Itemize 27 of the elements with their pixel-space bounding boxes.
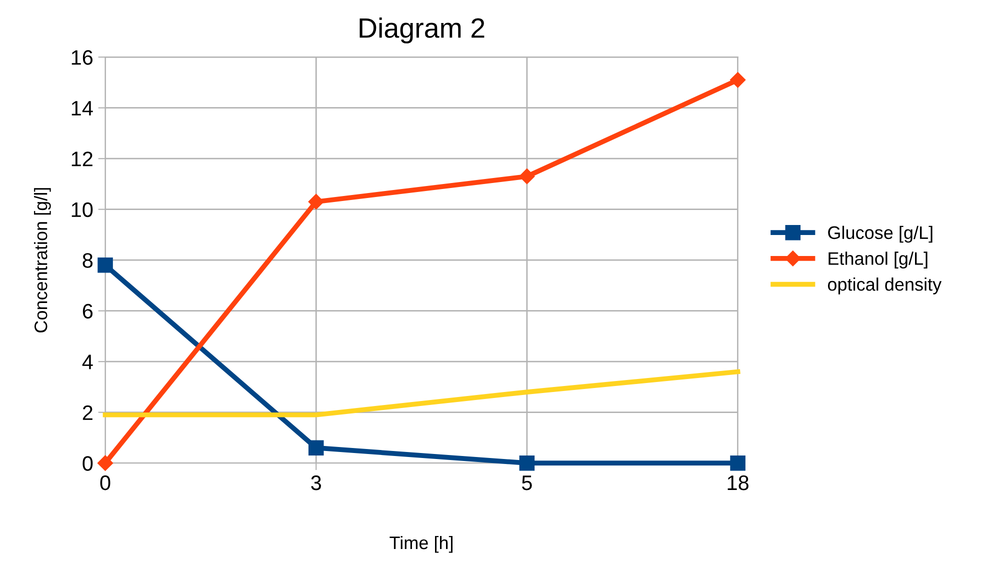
x-tick-label: 5 <box>522 476 532 490</box>
point <box>97 455 114 471</box>
point <box>98 258 113 273</box>
point <box>308 440 324 456</box>
point <box>519 168 535 184</box>
point <box>519 455 535 471</box>
x-tick-label: 18 <box>728 475 748 490</box>
y-axis-title: Concentration [g/l] <box>34 188 51 332</box>
legend-label: optical density <box>828 278 942 294</box>
point <box>730 72 746 88</box>
y-tick-label: 6 <box>82 304 93 319</box>
point <box>730 455 746 471</box>
point <box>308 194 324 210</box>
chart-title: Diagram 2 <box>360 18 484 44</box>
y-tick-label: 10 <box>72 202 93 218</box>
x-tick-label: 0 <box>100 475 110 490</box>
y-tick-label: 14 <box>72 101 93 116</box>
legend-label: Ethanol [g/L] <box>828 252 928 269</box>
x-axis-title: Time [h] <box>390 536 453 553</box>
legend-label: Glucose [g/L] <box>828 226 932 243</box>
y-tick-label: 12 <box>72 152 92 166</box>
y-tick-label: 0 <box>82 456 93 471</box>
y-tick-label: 4 <box>82 354 93 370</box>
y-tick-label: 2 <box>82 405 92 420</box>
y-tick-label: 8 <box>82 253 93 268</box>
y-tick-label: 16 <box>72 50 93 65</box>
x-tick-label: 3 <box>311 475 321 490</box>
